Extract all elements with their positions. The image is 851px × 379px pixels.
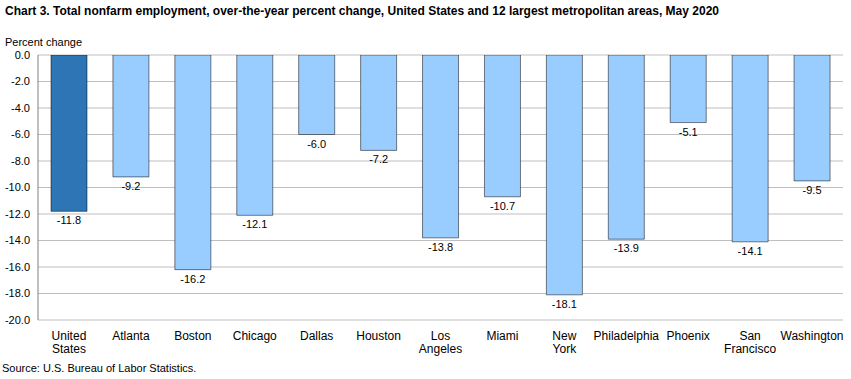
svg-text:Los: Los — [431, 329, 450, 343]
svg-text:-13.9: -13.9 — [614, 242, 639, 254]
svg-text:United: United — [52, 329, 87, 343]
svg-text:-14.1: -14.1 — [738, 245, 763, 257]
svg-text:-14.0: -14.0 — [8, 234, 30, 246]
svg-text:-5.1: -5.1 — [679, 126, 698, 138]
svg-text:-7.2: -7.2 — [369, 153, 388, 165]
svg-text:York: York — [553, 342, 578, 356]
html-text:Percent change: Percent change — [5, 36, 83, 48]
svg-text:Atlanta: Atlanta — [112, 329, 150, 343]
svg-text:Phoenix: Phoenix — [667, 329, 710, 343]
svg-text:-20.0: -20.0 — [8, 314, 30, 326]
svg-text:-18.1: -18.1 — [552, 298, 577, 310]
svg-text:-8.0: -8.0 — [11, 155, 30, 167]
svg-text:-18.0: -18.0 — [8, 287, 30, 299]
html-text:Source: U.S. Bureau of Labor S: Source: U.S. Bureau of Labor Statistics. — [2, 362, 197, 374]
svg-text:0.0: 0.0 — [15, 49, 30, 61]
svg-text:Washington: Washington — [781, 329, 843, 343]
svg-text:Francisco: Francisco — [724, 342, 776, 356]
svg-text:-16.0: -16.0 — [8, 261, 30, 273]
svg-text:-13.8: -13.8 — [428, 241, 453, 253]
svg-text:Philadelphia: Philadelphia — [594, 329, 660, 343]
svg-text:-12.0: -12.0 — [8, 208, 30, 220]
svg-text:-6.0: -6.0 — [11, 128, 30, 140]
svg-text:Miami: Miami — [486, 329, 518, 343]
svg-text:-12.1: -12.1 — [242, 218, 267, 230]
svg-text:-10.7: -10.7 — [490, 200, 515, 212]
svg-text:-10.0: -10.0 — [8, 181, 30, 193]
html-text:Chart 3. Total nonfarm employm: Chart 3. Total nonfarm employment, over-… — [5, 4, 719, 18]
svg-text:-2.0: -2.0 — [11, 75, 30, 87]
svg-text:-16.2: -16.2 — [180, 273, 205, 285]
svg-text:Chicago: Chicago — [233, 329, 277, 343]
svg-text:Dallas: Dallas — [300, 329, 333, 343]
svg-text:Angeles: Angeles — [419, 342, 462, 356]
svg-text:-9.5: -9.5 — [803, 184, 822, 196]
svg-text:Boston: Boston — [174, 329, 211, 343]
svg-text:States: States — [52, 342, 86, 356]
svg-text:-9.2: -9.2 — [121, 180, 140, 192]
svg-text:Houston: Houston — [356, 329, 401, 343]
svg-text:San: San — [739, 329, 760, 343]
svg-text:-11.8: -11.8 — [57, 214, 81, 226]
svg-text:-6.0: -6.0 — [307, 138, 326, 150]
svg-text:New: New — [552, 329, 576, 343]
svg-text:-4.0: -4.0 — [11, 102, 30, 114]
